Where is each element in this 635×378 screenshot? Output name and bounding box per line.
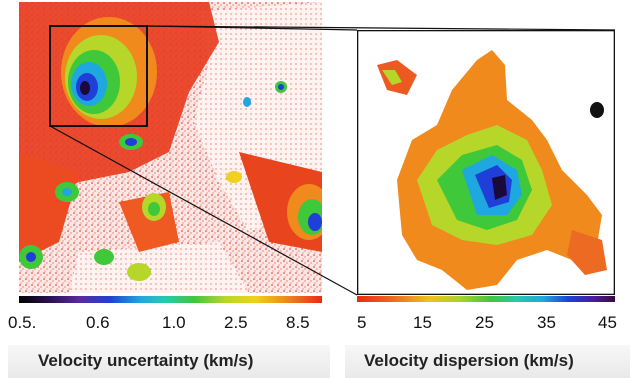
velocity-uncertainty-colorbar <box>19 296 322 303</box>
left-colorbar-tick: 1.0 <box>162 313 186 332</box>
right-colorbar-tick: 5 <box>357 313 367 332</box>
left-colorbar-tick: 0.5. <box>8 313 37 332</box>
velocity-uncertainty-caption: Velocity uncertainty (km/s) <box>38 351 254 370</box>
velocity-dispersion-colorbar <box>357 296 615 302</box>
left-colorbar-tick: 0.6 <box>86 313 110 332</box>
right-colorbar-tick: 25 <box>475 313 494 332</box>
velocity-dispersion-map <box>357 30 615 295</box>
right-colorbar-tick: 35 <box>537 313 556 332</box>
right-colorbar-tick: 15 <box>413 313 432 332</box>
velocity-uncertainty-map <box>19 2 322 293</box>
left-caption-background <box>8 345 330 378</box>
velocity-dispersion-caption: Velocity dispersion (km/s) <box>364 351 574 370</box>
right-colorbar-tick: 45 <box>598 313 617 332</box>
left-colorbar-tick: 2.5 <box>224 313 248 332</box>
right-caption-background <box>345 345 630 378</box>
left-colorbar-tick: 8.5 <box>286 313 310 332</box>
